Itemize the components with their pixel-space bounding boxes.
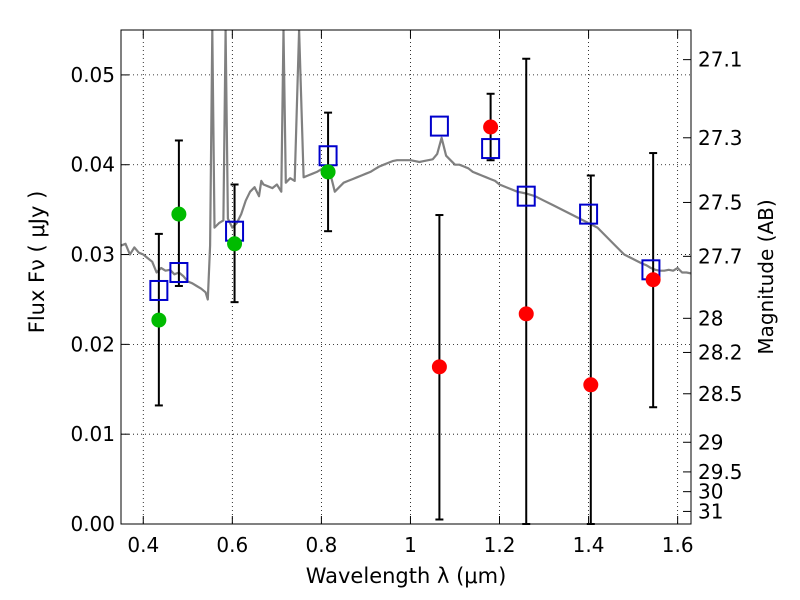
x-tick-label: 0.4	[127, 533, 159, 557]
right-tick-label: 27.1	[698, 48, 743, 72]
y-tick-label: 0.00	[70, 512, 115, 536]
x-tick-label: 1	[404, 533, 417, 557]
model-photometry-square	[169, 262, 189, 284]
right-axis-label: Magnitude (AB)	[754, 199, 778, 354]
spectrum-line	[121, 30, 691, 301]
y-tick-label: 0.01	[70, 422, 115, 446]
right-tick-label: 28.5	[698, 382, 743, 406]
observed-point	[320, 164, 336, 180]
x-tick-label: 1.6	[662, 533, 694, 557]
plot-area	[121, 30, 691, 524]
x-axis-label: Wavelength λ (μm)	[306, 564, 507, 588]
observed-point	[518, 306, 534, 322]
observed-point	[431, 359, 447, 375]
x-tick-label: 1.4	[573, 533, 605, 557]
right-tick-label: 27.7	[698, 244, 743, 268]
model-spectrum	[121, 30, 691, 301]
right-tick-label: 28	[698, 306, 723, 330]
error-bars	[154, 57, 658, 525]
right-tick-label: 30	[698, 480, 723, 504]
model-photometry-square	[579, 203, 599, 225]
model-photometry-square	[149, 279, 169, 301]
y-tick-label: 0.04	[70, 153, 115, 177]
model-photometry-square	[429, 115, 449, 137]
plot-frame	[120, 29, 692, 525]
y-axis-label: Flux Fν ( μJy )	[25, 191, 49, 334]
observed-points	[151, 119, 661, 393]
right-tick-label: 28.2	[698, 340, 743, 364]
x-tick-label: 0.8	[305, 533, 337, 557]
y-tick-label: 0.05	[70, 63, 115, 87]
y-axis: 0.00 0.01 0.02 0.03 0.04 0.05	[70, 63, 129, 536]
x-tick-label: 0.6	[216, 533, 248, 557]
observed-point	[151, 312, 167, 328]
right-tick-label: 31	[698, 499, 723, 523]
observed-point	[227, 236, 243, 252]
model-photometry-square	[481, 138, 501, 160]
y-tick-label: 0.03	[70, 243, 115, 267]
right-tick-label: 29	[698, 430, 723, 454]
x-tick-label: 1.2	[484, 533, 516, 557]
x-axis: 0.4 0.6 0.8 1 1.2 1.4 1.6	[127, 30, 694, 557]
observed-point	[583, 377, 599, 393]
observed-point	[171, 206, 187, 222]
right-tick-label: 27.5	[698, 190, 743, 214]
gridlines	[121, 30, 691, 524]
observed-point	[483, 119, 499, 135]
y-tick-label: 0.02	[70, 332, 115, 356]
observed-point	[645, 272, 661, 288]
right-tick-label: 29.5	[698, 460, 743, 484]
right-tick-label: 27.3	[698, 126, 743, 150]
model-photometry-square	[516, 185, 536, 207]
